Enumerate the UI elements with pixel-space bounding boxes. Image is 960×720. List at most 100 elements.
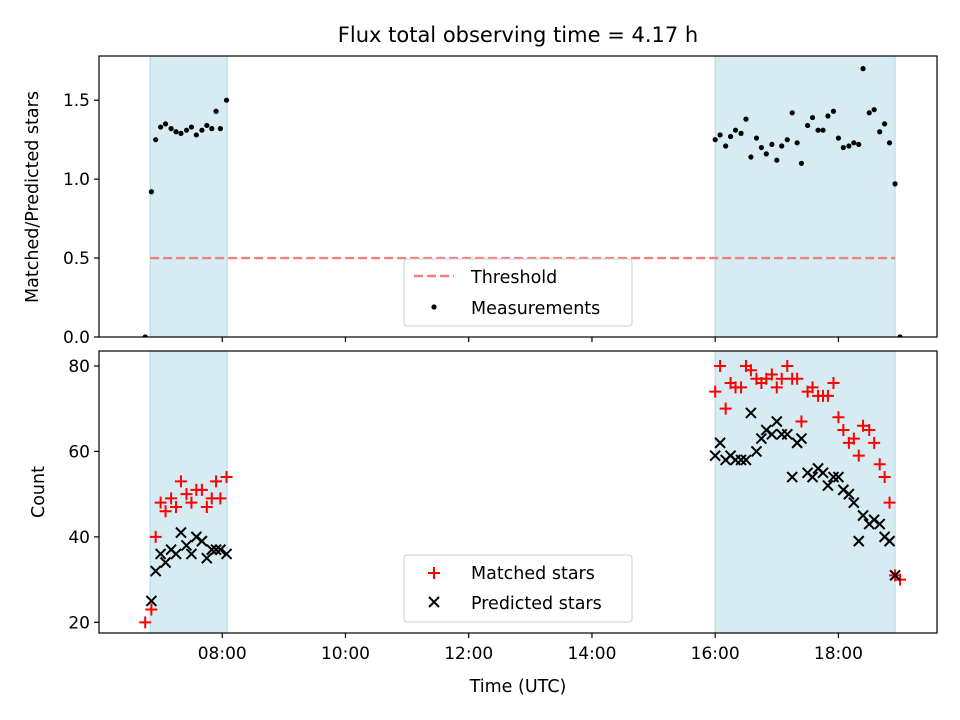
matched-star-point: [821, 389, 834, 402]
predicted-star-point: [735, 454, 747, 466]
measurement-point: [825, 113, 831, 119]
top-panel: 0.0 0.5 1.0 1.5: [63, 55, 938, 348]
measurement-point: [877, 129, 883, 135]
measurement-point: [723, 143, 729, 149]
top-plot-area: [142, 56, 903, 337]
predicted-star-point: [185, 548, 198, 560]
bottom-x-tick-label: 10:00: [321, 644, 370, 664]
measurement-point: [789, 110, 795, 116]
measurement-point: [871, 107, 877, 113]
measurement-point: [748, 154, 754, 160]
matched-star-point: [863, 424, 876, 437]
measurement-point: [209, 126, 215, 132]
top-y-tick-label: 1.5: [63, 91, 90, 111]
measurement-point: [223, 97, 230, 103]
bottom-x-tick-label: 16:00: [691, 644, 740, 664]
measurement-point: [199, 127, 205, 133]
predicted-star-point: [196, 535, 208, 547]
measurement-point: [727, 133, 734, 140]
matched-star-point: [775, 372, 788, 385]
measurement-point: [774, 157, 780, 163]
predicted-star-point: [750, 445, 763, 458]
predicted-star-point: [848, 496, 860, 509]
measurement-point: [168, 126, 174, 132]
bottom-y-tick-label: 80: [68, 357, 90, 377]
predicted-star-point: [740, 454, 752, 466]
measurement-point: [866, 110, 872, 116]
predicted-star-point: [159, 556, 172, 569]
bottom-legend: Matched stars Predicted stars: [403, 554, 633, 623]
matched-star-point: [149, 530, 162, 543]
predicted-star-point: [206, 543, 218, 556]
matched-star-point: [883, 496, 896, 509]
legend-matched-label: Matched stars: [471, 564, 595, 584]
legend-matched-swatch: [428, 567, 440, 579]
matched-star-point: [806, 381, 819, 394]
predicted-star-point: [201, 552, 213, 564]
predicted-star-point: [843, 488, 855, 500]
predicted-star-point: [714, 437, 726, 449]
legend-predicted-swatch: [428, 596, 440, 608]
matched-star-point: [719, 402, 732, 415]
predicted-star-point: [883, 535, 896, 547]
matched-star-point: [765, 368, 778, 381]
measurement-point: [763, 151, 769, 157]
predicted-star-point: [154, 548, 167, 560]
matched-star-point: [744, 364, 757, 377]
measurement-point: [193, 132, 199, 138]
measurement-point: [840, 144, 846, 151]
matched-star-point: [709, 385, 722, 398]
matched-star-point: [873, 458, 886, 471]
bottom-panel: 20 40 60 80 08:00 10:00 12:00 14:00 16:00 18:00: [68, 350, 938, 664]
matched-star-point: [735, 381, 748, 394]
matched-star-point: [159, 505, 172, 518]
measurement-point: [173, 129, 179, 135]
measurement-point: [882, 121, 888, 127]
legend-measurements-swatch: [431, 304, 437, 310]
bottom-y-tick-label: 60: [68, 442, 90, 462]
measurement-point: [753, 135, 760, 141]
predicted-star-point: [755, 432, 768, 445]
measurement-point: [846, 143, 852, 149]
matched-star-point: [174, 475, 187, 488]
measurement-point: [153, 137, 159, 143]
bottom-x-tick-label: 14:00: [567, 644, 616, 664]
measurement-point: [162, 121, 169, 127]
predicted-star-point: [210, 543, 222, 556]
measurement-point: [815, 127, 821, 133]
top-y-tick-label: 0.5: [63, 249, 90, 269]
bottom-y-tick-label: 40: [68, 528, 90, 548]
predicted-star-point: [709, 449, 721, 462]
top-legend-box: [403, 258, 633, 327]
matched-star-point: [770, 381, 783, 394]
predicted-star-point: [857, 509, 869, 522]
matched-star-point: [714, 359, 727, 372]
measurement-point: [830, 108, 837, 114]
measurement-point: [851, 140, 857, 146]
measurement-point: [717, 132, 723, 138]
chart-title: Flux total observing time = 4.17 h: [338, 23, 698, 47]
measurement-point: [712, 137, 718, 143]
measurement-point: [794, 140, 800, 146]
measurement-point: [805, 122, 811, 129]
predicted-star-point: [745, 407, 757, 419]
matched-star-point: [847, 432, 860, 445]
predicted-star-point: [180, 539, 193, 552]
matched-star-point: [220, 471, 233, 484]
measurement-point: [860, 66, 866, 72]
top-axes-frame: [98, 55, 938, 338]
measurement-point: [835, 135, 842, 141]
bottom-y-axis-label: Count: [29, 466, 49, 518]
predicted-star-point: [766, 428, 778, 441]
measurement-point: [188, 124, 195, 130]
matched-star-point: [170, 500, 183, 513]
bottom-legend-box: [403, 554, 633, 623]
measurement-point: [183, 127, 190, 133]
matched-star-point: [781, 359, 794, 372]
predicted-star-point: [806, 471, 819, 483]
measurement-point: [897, 334, 903, 337]
bottom-shaded-interval: [714, 351, 896, 633]
measurement-point: [213, 108, 219, 114]
predicted-star-point: [220, 548, 233, 560]
legend-threshold-label: Threshold: [470, 268, 557, 288]
